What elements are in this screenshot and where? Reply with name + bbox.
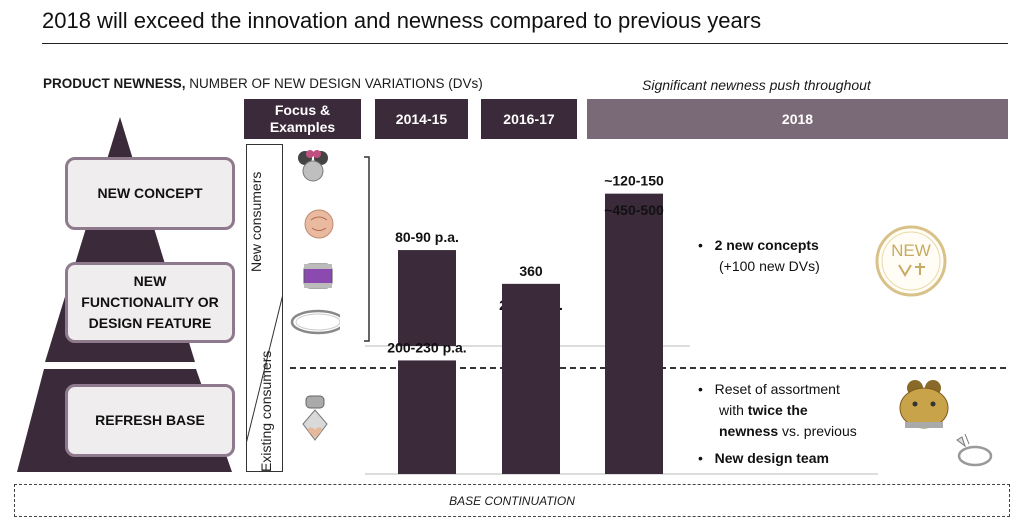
bar-existing-consumers-2018	[605, 223, 663, 474]
bullet-design-team: • New design team	[698, 448, 829, 469]
header-2016-17: 2016-17	[481, 99, 577, 139]
bullet-reset-line2-prefix: with	[719, 402, 748, 418]
bullet-design-team-text: New design team	[714, 450, 829, 466]
data-label-new-consumers-2018: ~120-150	[604, 173, 664, 189]
rose-gold-charm-icon	[304, 209, 334, 239]
bar-new-consumers-2014-15	[398, 250, 456, 346]
data-label-existing-consumers-2016-17: 360	[519, 263, 543, 279]
bullet-reset-line1: Reset of assortment	[714, 381, 840, 397]
bear-charm-icon	[899, 380, 949, 429]
header-focus-line1: Focus &	[274, 102, 331, 118]
bracelet-icon	[290, 309, 340, 335]
header-2018: 2018	[587, 99, 1008, 139]
bullet-new-concepts: • 2 new concepts (+100 new DVs)	[698, 235, 820, 277]
ring-icon	[956, 433, 993, 467]
data-label-new-consumers-2014-15: 80-90 p.a.	[395, 229, 459, 245]
new-consumers-bracket	[364, 156, 370, 342]
label-new-functionality: NEW FUNCTIONALITY OR DESIGN FEATURE	[65, 262, 235, 343]
consumer-box-diagonal	[246, 293, 283, 445]
page-title: 2018 will exceed the innovation and newn…	[42, 8, 762, 33]
chart-subtitle: PRODUCT NEWNESS, NUMBER OF NEW DESIGN VA…	[43, 76, 483, 91]
label-new-concept: NEW CONCEPT	[65, 157, 235, 230]
consumer-label-box	[246, 144, 283, 472]
base-continuation-label: BASE CONTINUATION	[449, 493, 575, 508]
bullet-dot: •	[698, 381, 715, 397]
base-continuation-box: BASE CONTINUATION	[14, 484, 1010, 517]
label-refresh-base: REFRESH BASE	[65, 384, 235, 457]
new-badge-text: NEW	[891, 241, 931, 260]
title-divider	[42, 43, 1008, 44]
data-label-existing-consumers-2014-15: 200-230 p.a.	[387, 339, 466, 355]
bullet-new-concepts-line1: 2 new concepts	[714, 237, 819, 253]
bullet-dot: •	[698, 237, 715, 253]
bar-existing-consumers-2016-17	[502, 283, 560, 474]
product-photos-bottom	[899, 380, 993, 467]
bullet-reset-line3-bold: newness	[719, 423, 779, 439]
header-2014-15: 2014-15	[375, 99, 468, 139]
new-badge-icon: NEW	[875, 225, 947, 297]
data-label-existing-consumers-2018: ~450-500	[604, 202, 664, 218]
bullet-reset-assortment: • Reset of assortment with twice the new…	[698, 379, 857, 442]
subtitle-rest: NUMBER OF NEW DESIGN VARIATIONS (DVs)	[185, 76, 483, 91]
bullet-reset-line2-bold: twice the	[747, 402, 808, 418]
annotation-2018: Significant newness push throughout	[642, 77, 871, 93]
product-examples	[290, 150, 340, 441]
heart-dangle-charm-icon	[302, 395, 328, 441]
bullet-reset-line3-rest: vs. previous	[778, 423, 857, 439]
mouse-charm-icon	[298, 150, 328, 182]
subtitle-bold: PRODUCT NEWNESS,	[43, 76, 186, 91]
header-focus-examples: Focus & Examples	[244, 99, 361, 139]
label-new-functionality-line1: NEW	[133, 273, 167, 289]
bar-existing-consumers-2014-15	[398, 360, 456, 474]
label-new-functionality-line2: FUNCTIONALITY OR	[81, 294, 219, 310]
bullet-new-concepts-line2: (+100 new DVs)	[719, 258, 820, 274]
header-focus-line2: Examples	[269, 119, 336, 135]
label-new-functionality-line3: DESIGN FEATURE	[88, 315, 212, 331]
purple-clip-icon	[303, 263, 333, 289]
bullet-dot: •	[698, 450, 715, 466]
